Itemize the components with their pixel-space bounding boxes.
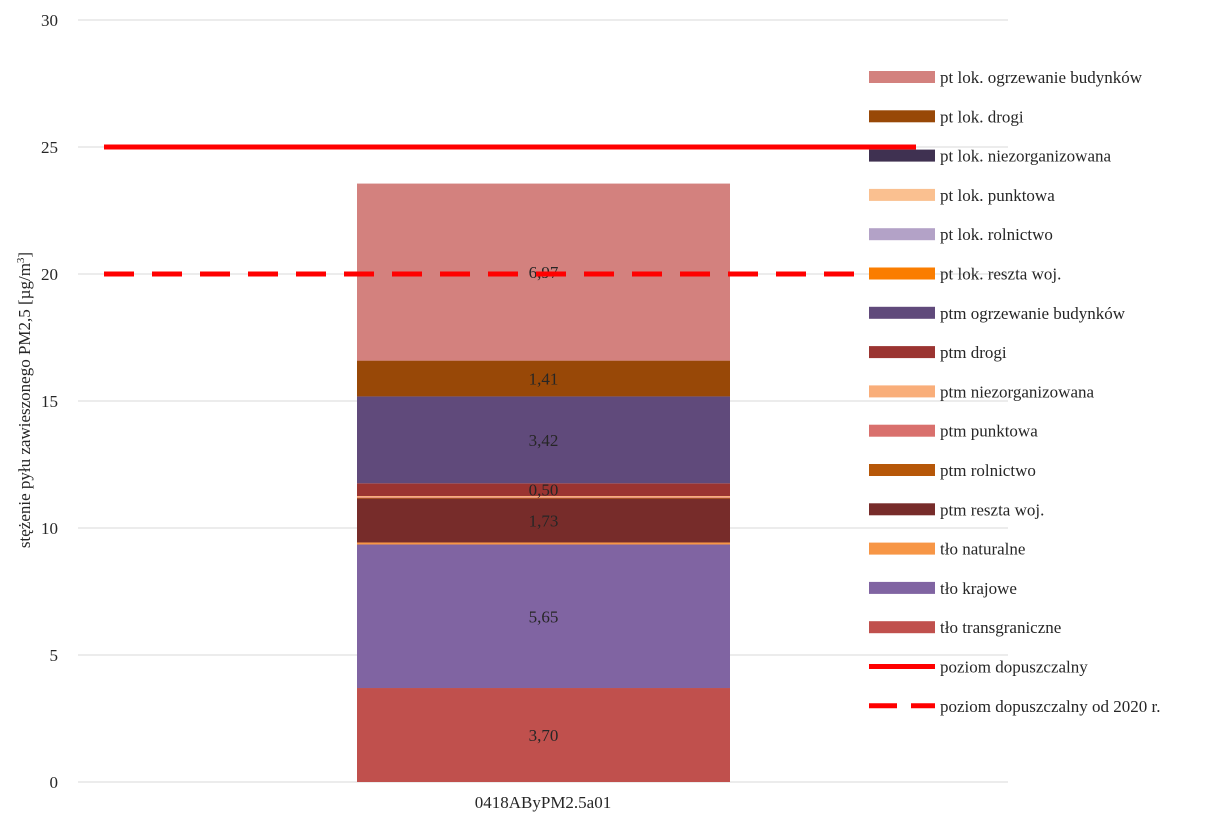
bar-value-label: 3,42 — [529, 431, 559, 450]
bar-value-label: 5,65 — [529, 607, 559, 626]
legend-swatch — [869, 424, 935, 437]
legend-label: poziom dopuszczalny od 2020 r. — [940, 697, 1161, 716]
legend-label: ptm ogrzewanie budynków — [940, 304, 1126, 323]
y-tick-label: 10 — [41, 519, 58, 538]
legend-swatch — [869, 542, 935, 555]
y-tick-label: 30 — [41, 11, 58, 30]
y-axis-tick-labels: 0 5 10 15 20 25 30 — [41, 11, 58, 792]
bar-data-labels: 3,705,651,730,503,421,416,97 — [529, 263, 559, 745]
y-axis-title-end: ] — [15, 252, 34, 258]
legend-label: ptm punktowa — [940, 422, 1038, 441]
legend-label: ptm rolnictwo — [940, 461, 1036, 480]
y-tick-label: 5 — [50, 646, 59, 665]
legend-label: pt lok. ogrzewanie budynków — [940, 68, 1143, 87]
y-tick-label: 15 — [41, 392, 58, 411]
legend-label: pt lok. punktowa — [940, 186, 1055, 205]
legend-label: tło naturalne — [940, 540, 1025, 559]
legend-label: pt lok. reszta woj. — [940, 265, 1061, 284]
bar-segment — [357, 542, 730, 545]
bar-segment — [357, 497, 730, 499]
y-tick-label: 0 — [50, 773, 59, 792]
legend-label: ptm reszta woj. — [940, 500, 1044, 519]
legend-label: pt lok. drogi — [940, 107, 1024, 126]
legend-swatch — [869, 71, 935, 83]
legend-label: ptm drogi — [940, 343, 1007, 362]
legend-swatch — [869, 385, 935, 398]
legend-label: ptm niezorganizowana — [940, 382, 1095, 401]
y-axis-title-main: stężenie pyłu zawieszonego PM2,5 [µg/m — [15, 263, 34, 548]
legend-label: pt lok. rolnictwo — [940, 225, 1053, 244]
legend-label: tło krajowe — [940, 579, 1017, 598]
bar-segment — [357, 498, 730, 543]
bar-segment — [357, 396, 730, 484]
bar-segment — [357, 360, 730, 397]
bar-segment — [357, 495, 730, 498]
bar-segment — [357, 544, 730, 689]
bar-segment — [357, 688, 730, 782]
y-tick-label: 25 — [41, 138, 58, 157]
reference-lines — [104, 144, 916, 277]
legend-swatch — [869, 149, 935, 162]
legend-swatch — [869, 188, 935, 201]
bar-value-label: 1,73 — [529, 512, 559, 531]
legend-swatch — [869, 581, 935, 594]
x-category-label: 0418AByPM2.5a01 — [475, 793, 611, 812]
bar-value-label: 1,41 — [529, 370, 559, 389]
legend-swatch — [869, 306, 935, 319]
legend-swatch — [869, 503, 935, 516]
stacked-bar — [357, 183, 730, 782]
legend-swatch — [869, 267, 935, 280]
bar-value-label: 0,50 — [529, 481, 559, 500]
bar-segment — [357, 483, 730, 496]
legend-swatch — [869, 464, 935, 476]
y-axis-title-superscript: 3 — [15, 257, 27, 263]
legend: pt lok. ogrzewanie budynków pt lok. drogi… — [869, 68, 1161, 716]
y-axis-title: stężenie pyłu zawieszonego PM2,5 [µg/m3] — [15, 252, 34, 548]
bar-value-label: 3,70 — [529, 726, 559, 745]
legend-swatch — [869, 346, 935, 359]
bar-segment — [357, 498, 730, 499]
legend-label: poziom dopuszczalny — [940, 658, 1088, 677]
legend-swatch — [869, 110, 935, 123]
y-tick-label: 20 — [41, 265, 58, 284]
legend-label: pt lok. niezorganizowana — [940, 147, 1112, 166]
legend-swatch — [869, 621, 935, 634]
legend-label: tło transgraniczne — [940, 618, 1061, 637]
legend-swatch — [869, 228, 935, 241]
